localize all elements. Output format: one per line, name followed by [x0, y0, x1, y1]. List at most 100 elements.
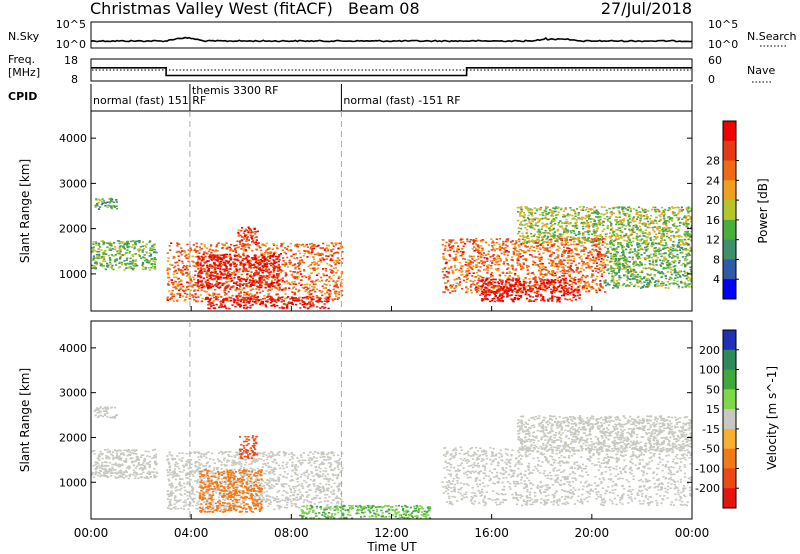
data-cell — [561, 255, 564, 258]
data-cell — [479, 260, 482, 262]
data-cell — [174, 287, 177, 289]
data-cell — [532, 273, 535, 276]
data-cell — [567, 214, 570, 217]
data-cell — [213, 263, 216, 265]
data-cell — [587, 285, 590, 287]
data-cell — [548, 250, 552, 252]
data-cell — [562, 210, 566, 213]
data-cell — [207, 287, 210, 290]
data-cell — [143, 254, 146, 256]
data-cell — [310, 251, 313, 254]
data-cell — [179, 296, 182, 298]
data-cell — [108, 244, 112, 246]
data-cell — [252, 300, 255, 303]
data-cell — [544, 247, 547, 249]
data-cell — [255, 302, 258, 305]
data-cell — [204, 255, 207, 258]
data-cell — [498, 285, 501, 287]
data-cell — [145, 261, 148, 263]
data-cell — [264, 276, 267, 279]
data-cell — [270, 297, 274, 299]
data-cell — [334, 259, 337, 262]
data-cell — [327, 255, 330, 257]
data-cell — [197, 279, 200, 281]
data-cell — [500, 287, 503, 290]
data-cell — [251, 257, 254, 259]
data-cell — [472, 243, 475, 245]
data-cell — [565, 256, 568, 259]
data-cell — [535, 264, 538, 267]
data-cell — [565, 241, 568, 243]
data-cell — [338, 291, 341, 293]
data-cell — [284, 275, 287, 277]
data-cell — [510, 272, 513, 274]
data-cell — [304, 290, 307, 293]
data-cell — [265, 267, 268, 270]
data-cell — [604, 246, 607, 248]
data-cell — [240, 229, 243, 232]
data-cell — [544, 288, 547, 290]
data-cell — [506, 245, 509, 247]
data-cell — [240, 239, 244, 242]
data-cell — [218, 256, 221, 259]
data-cell — [143, 257, 146, 259]
data-cell — [204, 281, 207, 283]
data-cell — [465, 291, 468, 294]
data-cell — [322, 268, 325, 270]
data-cell — [683, 224, 686, 226]
data-cell — [508, 272, 511, 274]
data-cell — [476, 249, 480, 251]
data-cell — [566, 231, 569, 234]
data-cell — [552, 290, 555, 292]
data-cell — [567, 222, 570, 225]
data-cell — [521, 235, 524, 238]
data-cell — [312, 295, 315, 298]
data-cell — [553, 231, 556, 234]
data-cell — [475, 249, 478, 251]
data-cell — [596, 284, 599, 286]
data-cell — [178, 289, 181, 292]
data-cell — [178, 269, 181, 271]
data-cell — [661, 234, 664, 236]
data-cell — [542, 245, 545, 247]
data-cell — [101, 202, 104, 205]
data-cell — [557, 245, 560, 248]
data-cell — [175, 288, 178, 290]
data-cell — [248, 262, 251, 264]
data-cell — [337, 277, 340, 279]
data-cell — [546, 223, 549, 225]
data-cell — [469, 286, 472, 288]
data-cell — [177, 268, 180, 270]
data-cell — [514, 246, 517, 248]
data-cell — [247, 226, 250, 229]
data-cell — [618, 227, 621, 229]
data-cell — [543, 224, 546, 227]
data-cell — [262, 269, 265, 272]
data-cell — [612, 234, 616, 237]
data-cell — [325, 278, 328, 281]
data-cell — [277, 284, 280, 287]
data-cell — [525, 297, 529, 300]
data-cell — [687, 206, 690, 208]
data-cell — [171, 264, 174, 266]
data-cell — [594, 270, 598, 272]
data-cell — [592, 249, 596, 252]
data-cell — [255, 299, 258, 301]
data-cell — [274, 255, 277, 258]
data-cell — [213, 256, 216, 259]
data-cell — [597, 239, 600, 241]
data-cell — [590, 254, 593, 256]
data-cell — [496, 300, 500, 302]
data-cell — [581, 286, 584, 288]
data-cell — [552, 271, 555, 274]
data-cell — [645, 239, 649, 242]
data-cell — [182, 289, 185, 292]
data-cell — [268, 298, 271, 300]
data-cell — [527, 284, 530, 287]
data-cell — [224, 262, 227, 264]
data-cell — [468, 264, 471, 266]
data-cell — [93, 266, 97, 268]
data-cell — [662, 214, 666, 217]
data-cell — [471, 248, 474, 250]
data-cell — [586, 224, 589, 227]
